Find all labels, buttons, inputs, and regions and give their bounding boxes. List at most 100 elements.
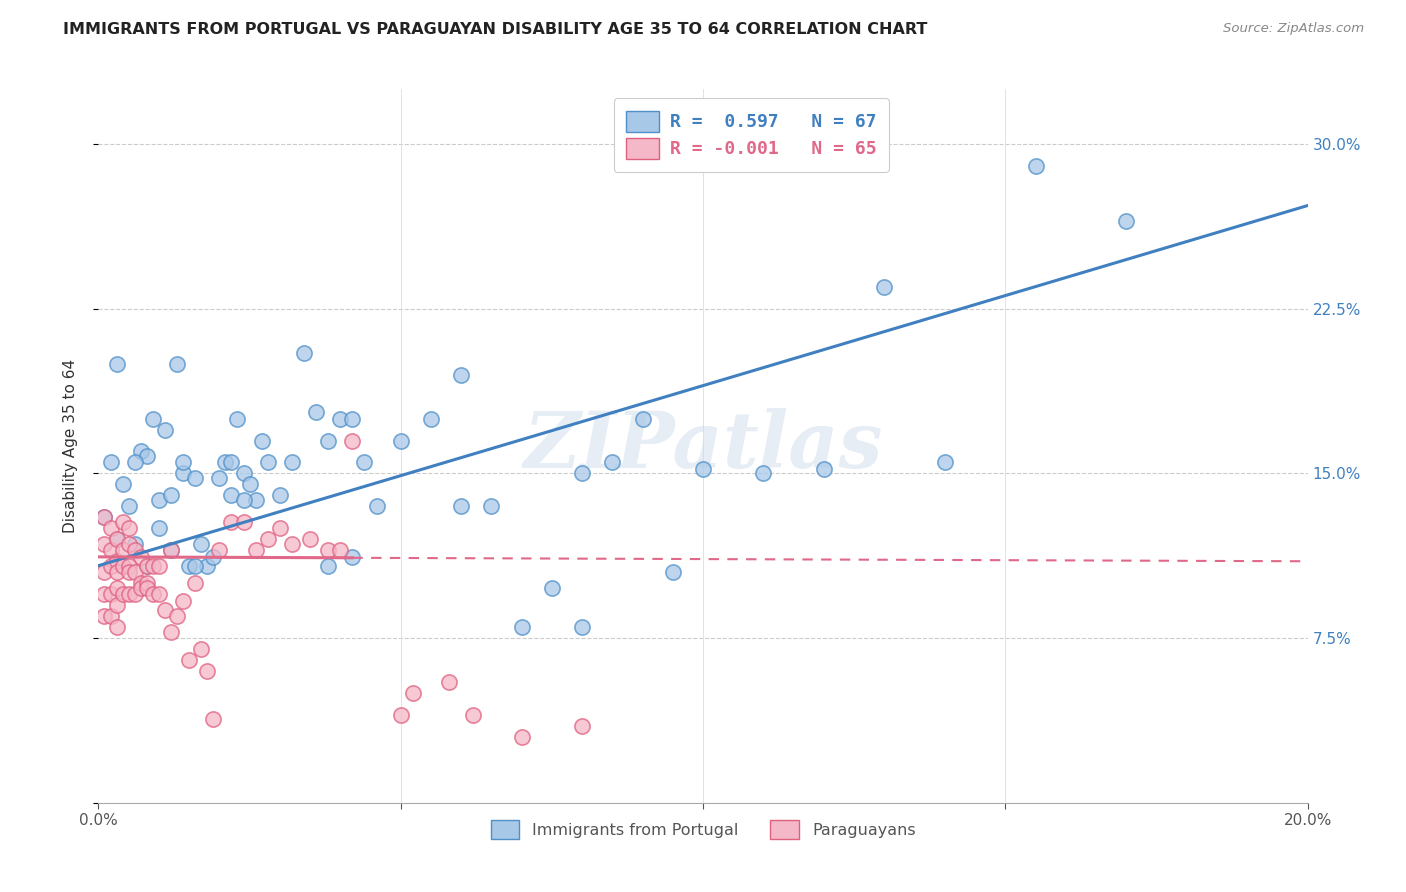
Point [450,500,472,514]
Text: ZIPatlas: ZIPatlas [523,408,883,484]
Point [111,587,134,601]
Point [631,411,654,425]
Point [135,449,157,463]
Point [402,686,425,700]
Point [179,558,201,573]
Point [316,543,339,558]
Point [245,492,267,507]
Point [342,411,364,425]
Point [135,576,157,591]
Point [166,609,188,624]
Point [281,537,304,551]
Point [221,455,243,469]
Point [129,549,152,564]
Point [100,521,122,535]
Point [129,576,152,591]
Point [752,467,775,481]
Point [481,500,503,514]
Point [389,708,412,723]
Point [105,598,128,612]
Point [420,411,443,425]
Point [135,581,157,595]
Point [172,467,194,481]
Point [250,434,273,448]
Point [389,434,412,448]
Point [124,455,146,469]
Point [100,558,122,573]
Point [148,521,170,535]
Point [118,558,141,573]
Text: Source: ZipAtlas.com: Source: ZipAtlas.com [1223,22,1364,36]
Point [329,543,352,558]
Point [813,462,835,476]
Point [111,543,134,558]
Point [135,558,157,573]
Point [208,543,231,558]
Point [214,455,236,469]
Point [148,558,170,573]
Point [256,455,278,469]
Point [124,537,146,551]
Point [118,521,141,535]
Point [245,543,267,558]
Point [105,533,128,547]
Point [202,712,225,726]
Point [124,543,146,558]
Point [299,533,322,547]
Point [571,467,593,481]
Point [269,521,291,535]
Legend: Immigrants from Portugal, Paraguayans: Immigrants from Portugal, Paraguayans [481,811,925,848]
Point [111,558,134,573]
Point [190,642,212,657]
Point [118,566,141,580]
Point [105,566,128,580]
Point [232,492,254,507]
Point [329,411,352,425]
Point [208,471,231,485]
Point [353,455,375,469]
Point [93,510,115,524]
Point [510,730,533,744]
Point [105,620,128,634]
Point [1024,159,1046,173]
Point [571,620,593,634]
Point [142,587,165,601]
Point [105,581,128,595]
Point [316,434,339,448]
Point [148,492,170,507]
Point [118,500,141,514]
Point [166,357,188,371]
Y-axis label: Disability Age 35 to 64: Disability Age 35 to 64 [63,359,77,533]
Point [172,594,194,608]
Point [602,455,624,469]
Point [281,455,304,469]
Point [232,467,254,481]
Point [1115,214,1137,228]
Point [221,488,243,502]
Point [342,549,364,564]
Point [118,537,141,551]
Point [342,434,364,448]
Point [450,368,472,382]
Point [226,411,249,425]
Point [184,576,207,591]
Point [184,558,207,573]
Point [93,537,115,551]
Point [256,533,278,547]
Point [202,549,225,564]
Point [129,581,152,595]
Point [195,558,218,573]
Point [160,543,183,558]
Point [135,558,157,573]
Point [190,537,212,551]
Point [437,675,460,690]
Text: IMMIGRANTS FROM PORTUGAL VS PARAGUAYAN DISABILITY AGE 35 TO 64 CORRELATION CHART: IMMIGRANTS FROM PORTUGAL VS PARAGUAYAN D… [63,22,928,37]
Point [510,620,533,634]
Point [93,609,115,624]
Point [93,566,115,580]
Point [124,566,146,580]
Point [153,602,176,616]
Point [934,455,956,469]
Point [160,543,183,558]
Point [179,653,201,667]
